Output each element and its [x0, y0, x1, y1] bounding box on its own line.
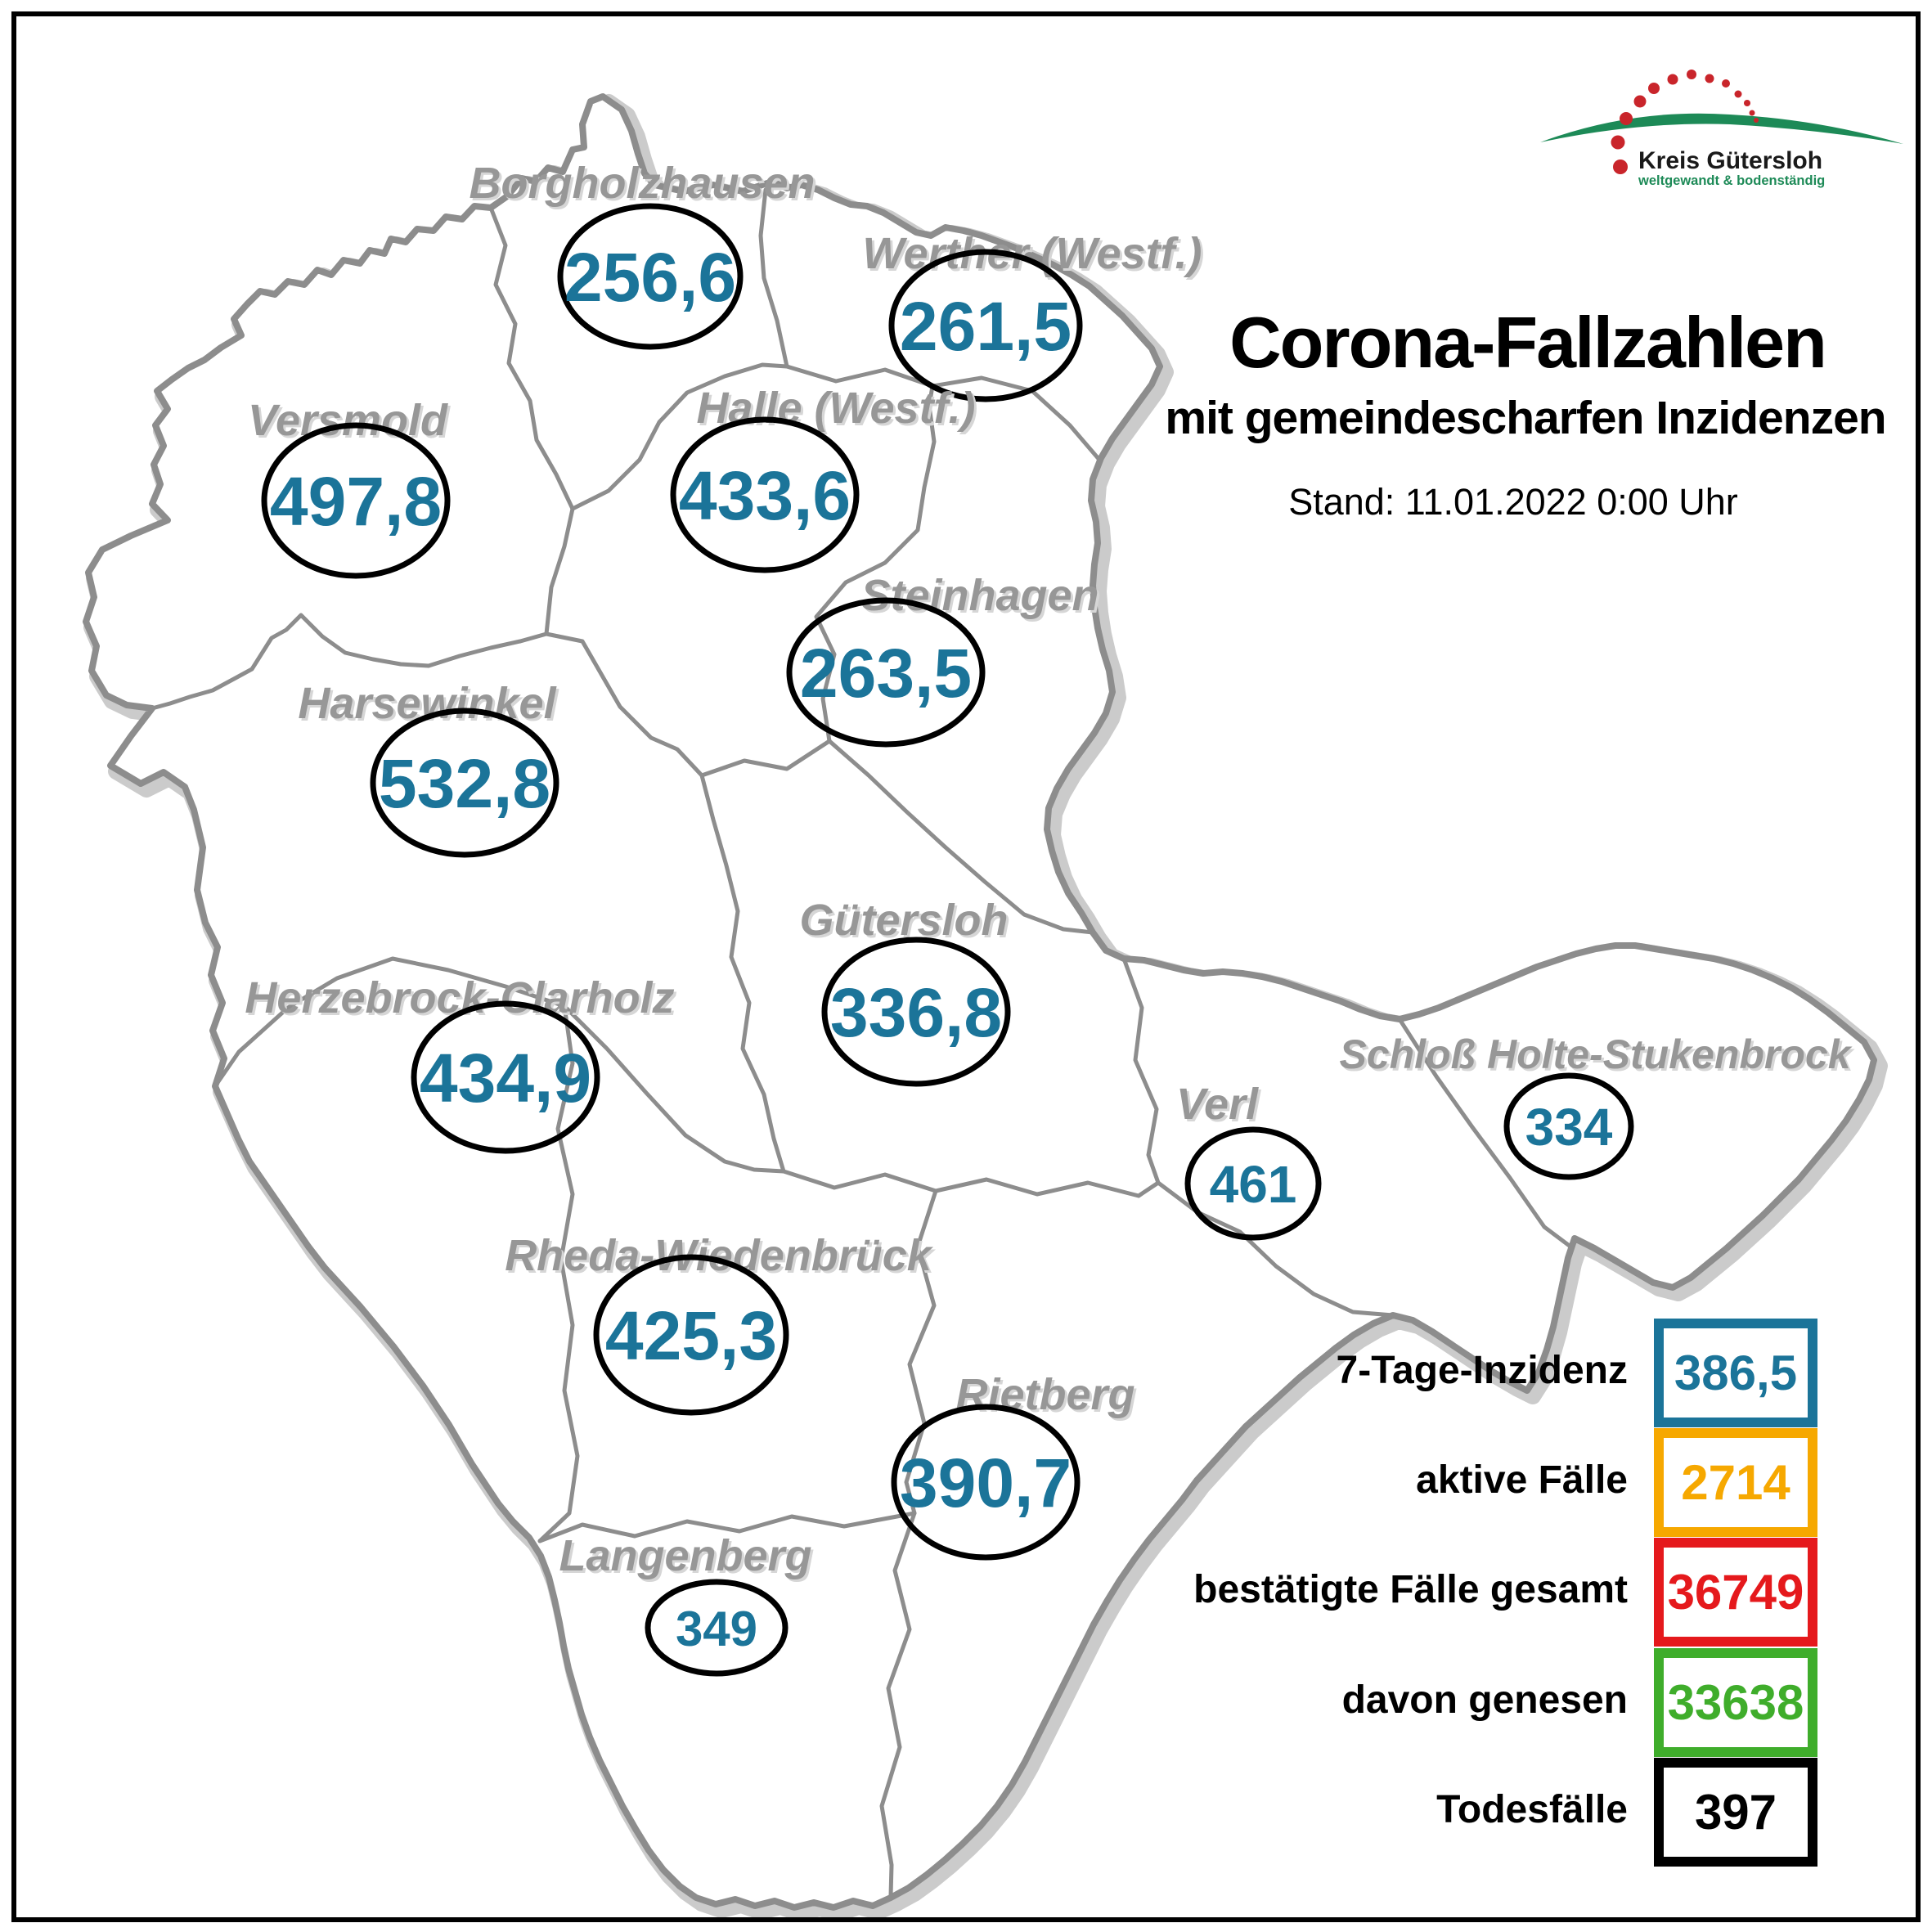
municipality-werther: Werther (Westf.) 261,5 — [862, 229, 1202, 402]
legend-value-text: 386,5 — [1674, 1346, 1798, 1400]
incidence-value: 497,8 — [270, 463, 442, 540]
municipality-rheda-wiedenbrueck: Rheda-Wiedenbrück 425,3 — [505, 1231, 934, 1416]
logo-tagline: weltgewandt & bodenständig — [1638, 173, 1825, 188]
municipality-name: Rheda-Wiedenbrück — [505, 1231, 934, 1280]
kreis-guetersloh-logo: Kreis Gütersloh weltgewandt & bodenständ… — [1540, 70, 1903, 188]
incidence-value: 434,9 — [420, 1040, 591, 1117]
municipality-name: Steinhagen — [860, 571, 1099, 620]
municipality-rietberg: Rietberg 390,7 — [891, 1370, 1135, 1561]
municipality-harsewinkel: Harsewinkel 532,8 — [298, 679, 559, 858]
municipality-markers: Borgholzhausen 256,6 Werther (Westf.) 26… — [245, 159, 1853, 1677]
municipality-name: Harsewinkel — [298, 679, 556, 728]
page-title: Corona-Fallzahlen — [1229, 302, 1827, 383]
legend-value-deaths: 397 — [1654, 1758, 1817, 1867]
legend-label-deaths: Todesfälle — [1436, 1788, 1628, 1831]
municipality-name: Verl — [1176, 1080, 1259, 1129]
page-subtitle: mit gemeindescharfen Inzidenzen — [1165, 392, 1886, 444]
logo-name: Kreis Gütersloh — [1638, 147, 1822, 174]
incidence-value: 433,6 — [679, 457, 851, 534]
municipality-herzebrock-clarholz: Herzebrock-Clarholz 434,9 — [245, 973, 675, 1154]
incidence-ellipse — [557, 203, 744, 350]
legend-value-text: 2714 — [1681, 1455, 1790, 1510]
municipality-verl: Verl 461 — [1176, 1080, 1322, 1241]
legend-value-text: 397 — [1694, 1785, 1777, 1840]
incidence-value: 261,5 — [900, 288, 1072, 365]
legend-value-incidence: 386,5 — [1654, 1319, 1817, 1427]
incidence-value: 532,8 — [379, 745, 550, 822]
date-stamp: Stand: 11.01.2022 0:00 Uhr — [1288, 481, 1738, 523]
incidence-ellipse — [670, 416, 860, 573]
incidence-ellipse — [1503, 1072, 1634, 1180]
legend-label-incidence: 7-Tage-Inzidenz — [1336, 1349, 1628, 1392]
legend-value-active-cases: 2714 — [1654, 1428, 1817, 1537]
municipality-name: Langenberg — [559, 1531, 811, 1580]
incidence-value: 334 — [1525, 1098, 1613, 1157]
incidence-ellipse — [370, 708, 559, 858]
municipality-halle: Halle (Westf.) 433,6 — [670, 384, 976, 573]
incidence-ellipse — [261, 422, 451, 579]
legend-value-recovered: 33638 — [1654, 1648, 1817, 1757]
municipality-versmold: Versmold 497,8 — [248, 396, 451, 579]
municipality-schloss-holte-stukenbrock: Schloß Holte-Stukenbrock 334 — [1339, 1031, 1853, 1180]
municipality-borgholzhausen: Borgholzhausen 256,6 — [469, 159, 815, 350]
municipality-name: Rietberg — [955, 1370, 1134, 1419]
municipality-name: Werther (Westf.) — [862, 229, 1202, 278]
incidence-ellipse — [645, 1579, 789, 1677]
legend-label-active-cases: aktive Fälle — [1416, 1458, 1628, 1502]
incidence-value: 336,8 — [830, 974, 1002, 1051]
incidence-ellipse — [411, 1000, 600, 1154]
municipal-borders — [150, 187, 1573, 1898]
legend-label-confirmed-total: bestätigte Fälle gesamt — [1193, 1568, 1628, 1611]
incidence-ellipse — [888, 249, 1083, 402]
logo-dots-arc-icon — [1611, 70, 1759, 174]
incidence-value: 425,3 — [605, 1297, 777, 1374]
incidence-value: 349 — [676, 1602, 757, 1656]
incidence-value: 263,5 — [800, 635, 972, 712]
incidence-ellipse — [891, 1404, 1081, 1561]
incidence-value: 256,6 — [564, 239, 736, 316]
municipality-name: Borgholzhausen — [469, 159, 815, 208]
legend-value-text: 36749 — [1667, 1565, 1804, 1620]
municipality-guetersloh: Gütersloh 336,8 — [799, 896, 1011, 1087]
municipality-name: Versmold — [248, 396, 448, 445]
legend-value-text: 33638 — [1667, 1675, 1804, 1730]
incidence-ellipse — [786, 597, 986, 748]
legend-value-confirmed-total: 36749 — [1654, 1538, 1817, 1647]
municipality-steinhagen: Steinhagen 263,5 — [786, 571, 1099, 748]
legend-label-recovered: davon genesen — [1341, 1678, 1628, 1722]
incidence-ellipse — [821, 937, 1011, 1087]
district-boundary — [83, 93, 1877, 1911]
municipality-langenberg: Langenberg 349 — [559, 1531, 812, 1677]
incidence-ellipse — [1184, 1126, 1322, 1241]
municipality-name: Gütersloh — [799, 896, 1008, 945]
logo-swoosh-icon — [1540, 113, 1903, 144]
municipality-name: Schloß Holte-Stukenbrock — [1339, 1031, 1852, 1077]
incidence-value: 390,7 — [900, 1445, 1072, 1521]
incidence-ellipse — [593, 1254, 789, 1416]
incidence-value: 461 — [1210, 1155, 1297, 1214]
